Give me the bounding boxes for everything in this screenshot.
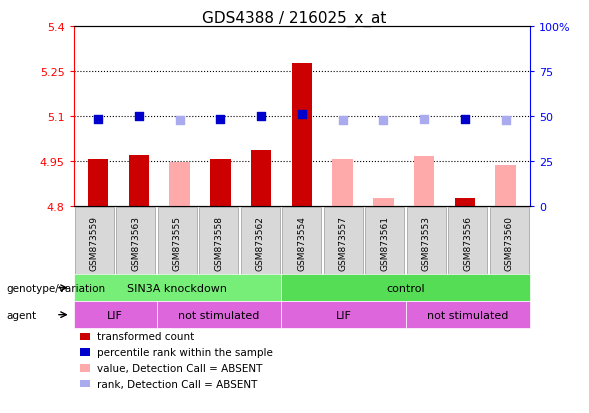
Bar (210, 160, 230, 206)
Point (134, 114, 144, 120)
Text: GSM873563: GSM873563 (131, 216, 140, 271)
Point (216, 116, 225, 123)
Text: genotype/variation: genotype/variation (6, 283, 105, 293)
Bar (170, 163, 190, 206)
Bar (128, 156, 149, 206)
Bar (495, 166, 516, 206)
Point (94, 116, 103, 123)
Point (256, 114, 266, 120)
Text: not stimulated: not stimulated (427, 310, 508, 320)
Bar (373, 199, 393, 206)
Bar (332, 160, 353, 206)
Bar (455, 199, 475, 206)
Text: transformed count: transformed count (97, 332, 194, 342)
Point (175, 118, 184, 124)
Text: control: control (386, 283, 425, 293)
Bar (251, 151, 272, 206)
Text: GSM873559: GSM873559 (90, 216, 99, 271)
Text: GSM873555: GSM873555 (173, 216, 182, 271)
Text: GSM873553: GSM873553 (422, 216, 431, 271)
Text: SIN3A knockdown: SIN3A knockdown (127, 283, 227, 293)
Text: agent: agent (6, 310, 36, 320)
Text: value, Detection Call = ABSENT: value, Detection Call = ABSENT (97, 363, 263, 373)
Text: rank, Detection Call = ABSENT: rank, Detection Call = ABSENT (97, 379, 257, 389)
Bar (292, 64, 312, 206)
Text: GSM873556: GSM873556 (464, 216, 472, 271)
Text: GSM873558: GSM873558 (214, 216, 223, 271)
Bar (88, 160, 108, 206)
Text: GSM873560: GSM873560 (505, 216, 514, 271)
Point (297, 112, 307, 119)
Text: GSM873554: GSM873554 (297, 216, 306, 271)
Point (501, 118, 510, 124)
Bar (414, 157, 434, 206)
Point (419, 116, 429, 123)
Text: GSM873561: GSM873561 (380, 216, 389, 271)
Point (379, 118, 388, 124)
Text: LIF: LIF (107, 310, 123, 320)
Point (338, 118, 348, 124)
Text: GSM873562: GSM873562 (256, 216, 265, 271)
Text: GSM873557: GSM873557 (339, 216, 348, 271)
Text: percentile rank within the sample: percentile rank within the sample (97, 347, 273, 357)
Text: not stimulated: not stimulated (178, 310, 260, 320)
Point (460, 116, 469, 123)
Text: GDS4388 / 216025_x_at: GDS4388 / 216025_x_at (202, 10, 387, 26)
Text: LIF: LIF (335, 310, 351, 320)
